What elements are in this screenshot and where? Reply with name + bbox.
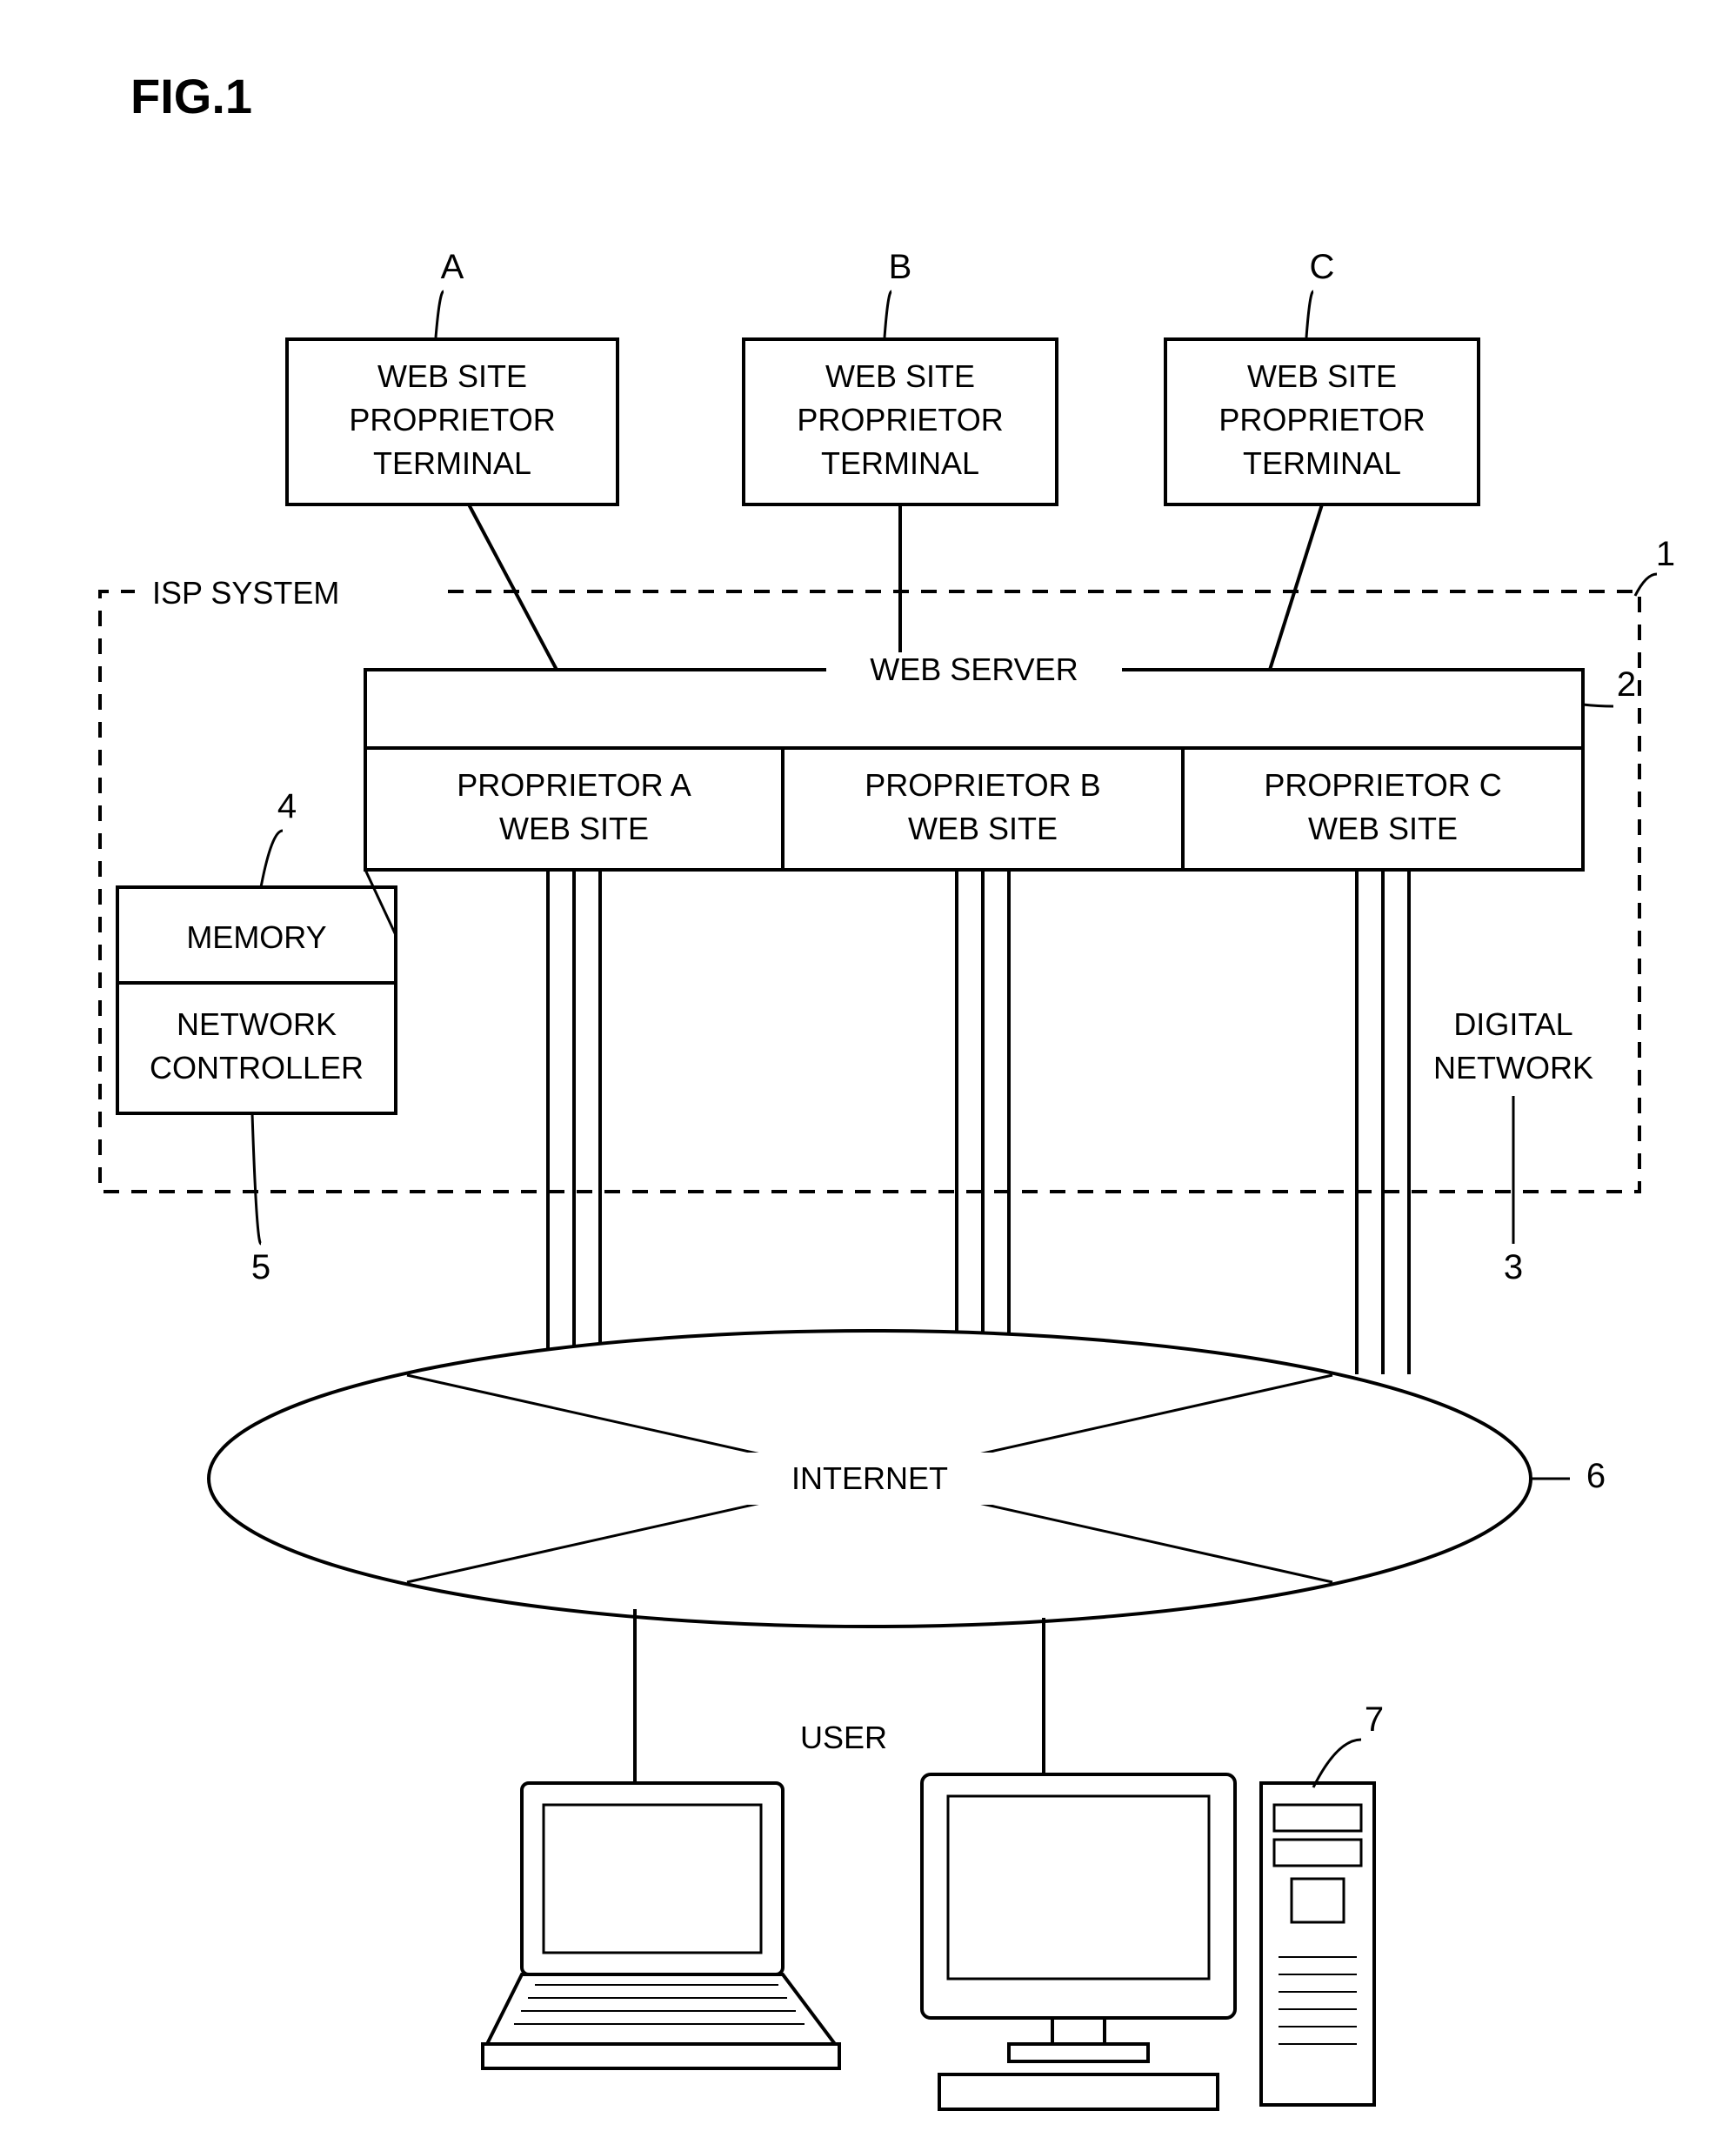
- internet-label: INTERNET: [791, 1460, 948, 1496]
- user-label: USER: [800, 1720, 887, 1755]
- nc-l2: CONTROLLER: [150, 1050, 364, 1086]
- memory-label: MEMORY: [186, 919, 326, 955]
- leader-C: [1306, 291, 1313, 337]
- conn-c: [1270, 504, 1322, 670]
- terminal-line3: TERMINAL: [1243, 445, 1401, 481]
- terminal-tag-C: C: [1310, 248, 1335, 286]
- ref-1: 1: [1656, 535, 1675, 573]
- nc-l1: NETWORK: [177, 1006, 337, 1042]
- ref-4: 4: [277, 787, 297, 825]
- leader-7: [1313, 1740, 1361, 1787]
- web-server-label: WEB SERVER: [870, 651, 1078, 687]
- site-a-box: [365, 748, 783, 870]
- site-b-box: [783, 748, 1183, 870]
- site-a-l1: PROPRIETOR A: [457, 767, 691, 803]
- leader-2: [1583, 705, 1613, 706]
- leader-4: [261, 831, 283, 887]
- terminal-tag-A: A: [441, 248, 464, 286]
- isp-system-label: ISP SYSTEM: [152, 575, 339, 611]
- terminal-line2: PROPRIETOR: [797, 402, 1003, 438]
- terminal-line2: PROPRIETOR: [1219, 402, 1425, 438]
- leader-B: [885, 291, 891, 337]
- conn-a: [469, 504, 557, 670]
- figure-title: FIG.1: [130, 69, 252, 124]
- site-c-l2: WEB SITE: [1308, 811, 1458, 846]
- ref-2: 2: [1617, 665, 1636, 704]
- terminal-line3: TERMINAL: [373, 445, 531, 481]
- terminal-line2: PROPRIETOR: [349, 402, 555, 438]
- network-controller-box: [117, 983, 396, 1113]
- terminal-line1: WEB SITE: [377, 358, 527, 394]
- ref-3: 3: [1504, 1248, 1523, 1286]
- dn-l1: DIGITAL: [1453, 1006, 1572, 1042]
- laptop-icon: [483, 1783, 839, 2068]
- leader-1: [1635, 574, 1657, 596]
- site-c-l1: PROPRIETOR C: [1264, 767, 1501, 803]
- site-a-l2: WEB SITE: [499, 811, 649, 846]
- terminal-line3: TERMINAL: [821, 445, 979, 481]
- dn-l2: NETWORK: [1433, 1050, 1593, 1086]
- terminal-line1: WEB SITE: [1247, 358, 1397, 394]
- ref-7: 7: [1365, 1700, 1384, 1739]
- site-b-l2: WEB SITE: [908, 811, 1058, 846]
- leader-A: [436, 291, 444, 337]
- site-c-box: [1183, 748, 1583, 870]
- ref-5: 5: [251, 1248, 270, 1286]
- terminal-line1: WEB SITE: [825, 358, 975, 394]
- ref-6: 6: [1586, 1457, 1606, 1495]
- desktop-icon: [922, 1774, 1374, 2109]
- site-b-l1: PROPRIETOR B: [865, 767, 1100, 803]
- terminal-tag-B: B: [889, 248, 912, 286]
- leader-5: [252, 1113, 261, 1244]
